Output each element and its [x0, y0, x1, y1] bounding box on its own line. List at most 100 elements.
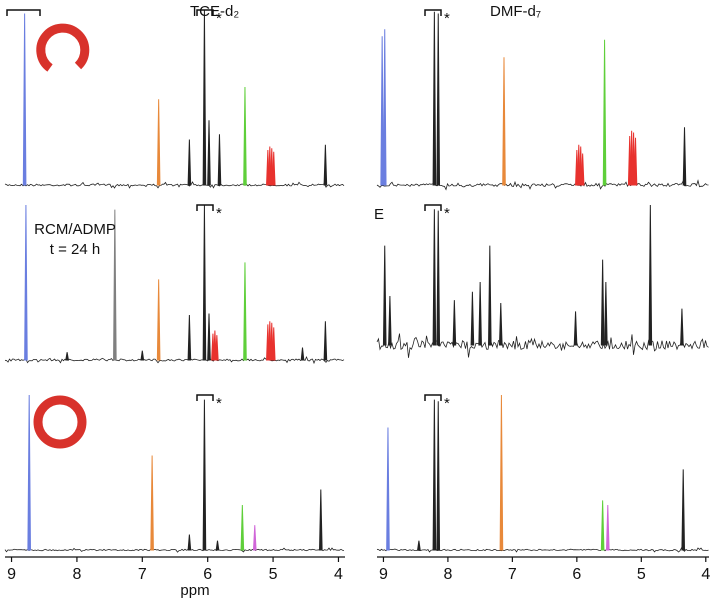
peak: [202, 9, 207, 186]
peak: [187, 315, 192, 361]
peak: [140, 350, 145, 361]
x-axis-label: ppm: [180, 582, 209, 599]
peak: [252, 525, 257, 551]
peak: [65, 352, 70, 361]
panel-title: DMF-d₇: [490, 3, 541, 20]
panel-title: TCE-d₂: [190, 3, 239, 20]
peak: [207, 120, 211, 186]
solvent-star: *: [444, 395, 450, 412]
peak: [271, 327, 276, 361]
peak: [202, 399, 207, 551]
peak: [478, 281, 482, 346]
open-ring-icon: [36, 23, 90, 72]
peak: [271, 151, 276, 186]
peak: [156, 279, 161, 361]
x-tick-label: 7: [508, 566, 517, 583]
peak: [498, 302, 503, 346]
x-tick-label: 5: [637, 566, 646, 583]
peak: [432, 399, 437, 551]
peak: [432, 11, 437, 186]
panel-title: E: [374, 206, 384, 223]
peak: [215, 335, 219, 361]
peak: [573, 311, 578, 346]
peak: [605, 505, 610, 551]
peak: [488, 245, 492, 346]
peak: [300, 347, 305, 361]
baseline-noise: [4, 181, 345, 189]
x-tick-label: 4: [334, 566, 343, 583]
peak: [386, 427, 390, 551]
solvent-star: *: [216, 205, 222, 222]
x-tick-label: 9: [379, 566, 388, 583]
baseline-noise: [376, 333, 709, 358]
x-tick-label: 8: [443, 566, 452, 583]
peak: [436, 210, 441, 346]
solvent-bracket: [196, 204, 214, 211]
peak: [600, 500, 605, 551]
panel-label: t = 24 h: [50, 241, 100, 258]
peak: [470, 291, 475, 346]
x-tick-label: 4: [701, 566, 710, 583]
baseline-noise: [4, 547, 345, 553]
x-tick-label: 6: [572, 566, 581, 583]
x-tick-label: 8: [72, 566, 81, 583]
peak: [682, 127, 687, 186]
solvent-bracket: [196, 9, 214, 16]
peak: [156, 99, 161, 186]
solvent-star: *: [444, 205, 450, 222]
peak: [432, 209, 437, 346]
x-tick-label: 9: [7, 566, 16, 583]
peak: [580, 153, 585, 186]
peak: [380, 36, 384, 186]
solvent-star: *: [216, 10, 222, 27]
solvent-bracket: [424, 9, 442, 16]
peak: [648, 204, 653, 346]
peak: [680, 308, 684, 346]
peak: [633, 137, 638, 186]
peak: [323, 144, 328, 186]
closed-ring-icon: [33, 395, 87, 449]
baseline-noise: [376, 547, 709, 553]
peak: [217, 134, 222, 186]
x-tick-label: 6: [203, 566, 212, 583]
peak: [240, 505, 245, 551]
x-tick-label: 7: [138, 566, 147, 583]
solvent-bracket: [196, 394, 214, 401]
peak: [602, 39, 607, 186]
peak: [318, 489, 323, 551]
baseline-noise: [4, 355, 345, 365]
peak: [388, 295, 392, 346]
peak: [27, 394, 31, 551]
peak: [187, 139, 192, 186]
peak: [243, 262, 247, 361]
peak: [417, 540, 421, 551]
peak: [604, 281, 608, 346]
peak: [150, 455, 154, 551]
peak: [382, 245, 387, 346]
peak: [113, 209, 117, 361]
peak: [187, 534, 192, 551]
x-tick-label: 5: [269, 566, 278, 583]
peak: [499, 394, 504, 551]
peak: [436, 13, 441, 186]
peak: [436, 401, 441, 551]
solvent-star: *: [444, 10, 450, 27]
solvent-bracket: [424, 394, 442, 401]
peak: [202, 204, 207, 361]
peak: [681, 469, 686, 551]
peak: [600, 259, 605, 346]
peak: [382, 29, 387, 186]
solvent-star: *: [216, 395, 222, 412]
peak: [207, 313, 211, 361]
solvent-bracket: [6, 9, 41, 16]
peak: [22, 13, 27, 186]
peak: [323, 321, 328, 361]
peak: [502, 57, 506, 186]
baseline-noise: [376, 179, 709, 191]
solvent-bracket: [424, 204, 442, 211]
peak: [215, 540, 220, 551]
peak: [24, 204, 28, 361]
panel-label: RCM/ADMP: [34, 221, 116, 238]
peak: [452, 300, 457, 346]
peak: [243, 86, 247, 186]
